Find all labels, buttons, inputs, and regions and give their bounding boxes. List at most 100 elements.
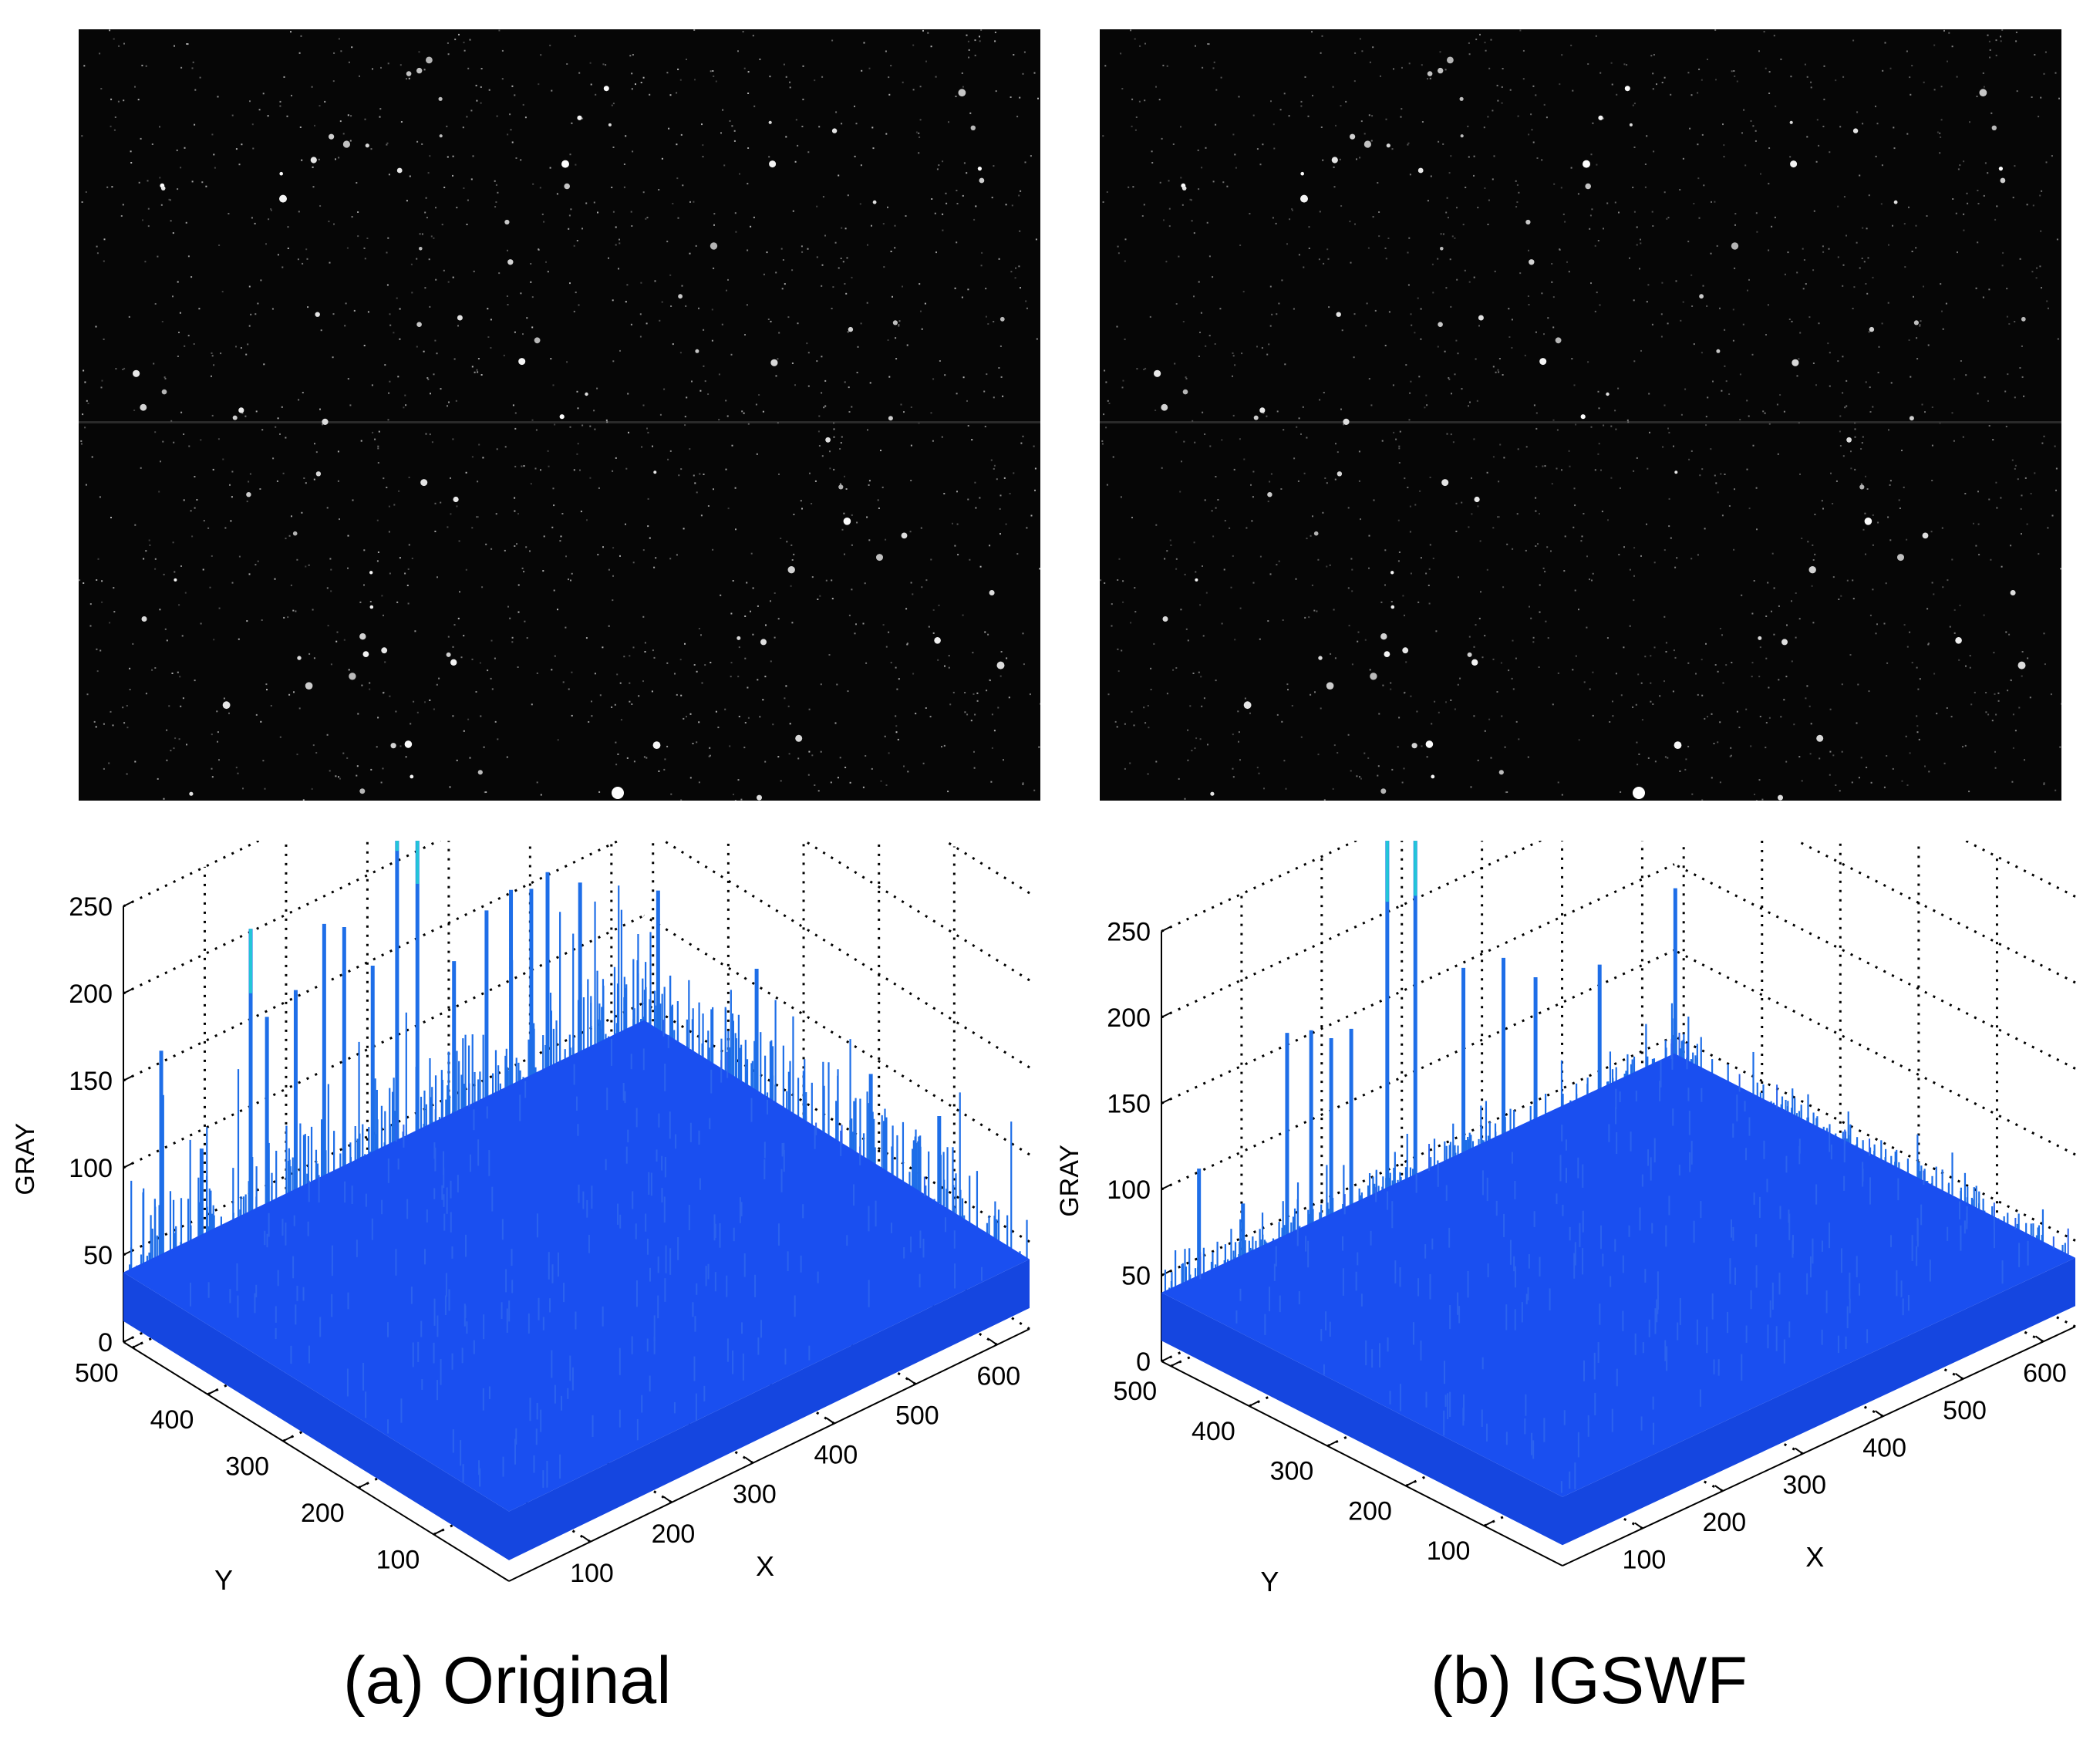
star-speck — [211, 767, 213, 770]
star-speck — [1232, 734, 1234, 736]
star-speck — [436, 683, 438, 686]
star-speck — [1337, 451, 1339, 454]
x-tick — [2034, 1335, 2044, 1343]
star — [1253, 415, 1259, 420]
star-speck — [854, 105, 855, 107]
star-speck — [851, 276, 853, 278]
star-speck — [103, 260, 105, 262]
star-speck — [1425, 394, 1428, 396]
star-speck — [611, 187, 613, 188]
star-speck — [1358, 480, 1360, 482]
star — [1789, 120, 1793, 124]
star-speck — [1199, 738, 1202, 740]
star-speck — [1816, 119, 1819, 121]
star-speck — [1410, 695, 1412, 697]
star-speck — [416, 258, 418, 260]
star — [1474, 496, 1480, 503]
star-speck — [1143, 204, 1145, 206]
grid-line — [802, 841, 1030, 982]
z-tick — [1161, 1098, 1171, 1105]
star-speck — [1682, 301, 1684, 303]
star-speck — [1288, 115, 1290, 117]
star-speck — [356, 765, 359, 767]
star — [381, 647, 388, 654]
star-speck — [407, 568, 410, 570]
star-speck — [912, 89, 915, 91]
grid-line — [123, 841, 442, 995]
star-speck — [1366, 302, 1368, 305]
star-speck — [1374, 309, 1377, 312]
star-speck — [575, 164, 577, 166]
star-speck — [941, 746, 942, 748]
star-speck — [191, 535, 194, 538]
star-speck — [1259, 164, 1262, 166]
star-speck — [1680, 413, 1683, 416]
star-speck — [894, 224, 896, 227]
star-speck — [1239, 245, 1242, 246]
star-speck — [1155, 86, 1157, 88]
star-speck — [612, 211, 615, 213]
star-speck — [1748, 278, 1750, 281]
star-speck — [1276, 564, 1278, 566]
star-speck — [1812, 269, 1815, 271]
star-speck — [1278, 302, 1280, 305]
star-speck — [357, 235, 359, 238]
star-speck — [1475, 39, 1478, 41]
star-speck — [522, 333, 524, 336]
star-speck — [677, 68, 679, 70]
star-speck — [1187, 639, 1189, 642]
star-speck — [787, 316, 790, 319]
star-speck — [485, 791, 487, 793]
star-speck — [1687, 662, 1690, 664]
star — [1318, 656, 1323, 660]
star-speck — [2001, 265, 2004, 267]
star-speck — [1450, 305, 1452, 308]
star — [246, 492, 251, 497]
star-speck — [1537, 543, 1539, 545]
star-speck — [1450, 699, 1452, 701]
star-speck — [818, 126, 821, 128]
star-speck — [890, 251, 892, 252]
star-speck — [682, 184, 684, 187]
star-speck — [523, 465, 525, 467]
star-speck — [126, 773, 128, 775]
star-speck — [956, 393, 958, 395]
star-speck — [630, 211, 632, 213]
star-speck — [578, 72, 581, 74]
star-speck — [1765, 334, 1767, 336]
star-speck — [1571, 358, 1573, 360]
star-speck — [379, 116, 381, 118]
star-speck — [1829, 708, 1832, 710]
star-speck — [1629, 257, 1630, 259]
star-speck — [103, 723, 105, 725]
star-speck — [1969, 655, 1971, 657]
star-speck — [1508, 669, 1510, 672]
star-speck — [315, 451, 318, 454]
star-speck — [314, 124, 315, 126]
star-speck — [554, 423, 556, 426]
star-speck — [835, 111, 838, 113]
star-speck — [910, 406, 912, 408]
star-speck — [738, 646, 740, 649]
star-speck — [1556, 467, 1558, 470]
star-speck — [791, 622, 794, 624]
star-speck — [1488, 67, 1491, 69]
star-speck — [2019, 367, 2021, 369]
star-speck — [888, 76, 890, 79]
star-speck — [1868, 690, 1870, 693]
star-speck — [759, 58, 761, 60]
star-speck — [626, 284, 629, 286]
star — [1441, 479, 1449, 487]
star-speck — [1705, 416, 1707, 418]
star-speck — [250, 313, 252, 315]
star-speck — [238, 638, 240, 640]
star — [1343, 418, 1350, 425]
star-speck — [588, 721, 590, 723]
star-speck — [1221, 439, 1223, 441]
star-speck — [512, 404, 514, 406]
star-speck — [962, 86, 964, 88]
star-speck — [689, 777, 692, 779]
star-speck — [2043, 435, 2045, 437]
star-speck — [1339, 158, 1341, 160]
star-speck — [1545, 620, 1547, 622]
